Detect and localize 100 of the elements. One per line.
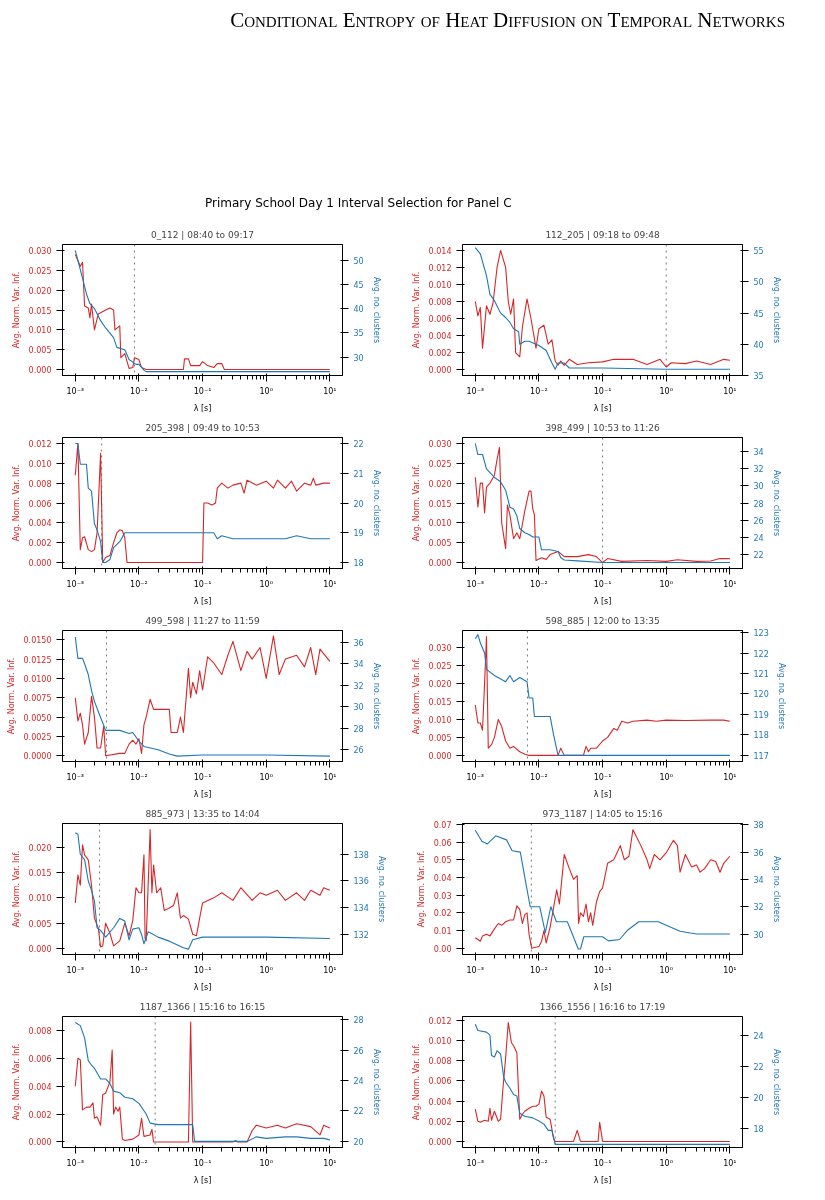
x-tick-label: 10⁻³	[466, 965, 485, 975]
y-tick-label: 0.030	[28, 246, 52, 256]
y-tick-label: 0.020	[28, 843, 52, 853]
x-tick-label: 10¹	[723, 579, 737, 589]
y2-tick-label: 20	[353, 1137, 364, 1147]
x-tick-label: 10⁻¹	[193, 1158, 212, 1168]
x-tick-label: 10⁻³	[466, 579, 485, 589]
x-tick-label: 10⁰	[659, 1158, 673, 1168]
y2-tick-label: 30	[753, 482, 764, 492]
y2-tick-label: 122	[753, 649, 769, 659]
text: Conditional Entropy of Heat Diffusion on Temporal Networks	[230, 7, 785, 34]
chart-title: 973_1187 | 14:05 to 15:16	[542, 808, 663, 819]
x-axis-title: λ [s]	[593, 596, 612, 606]
y2-tick-label: 22	[753, 550, 764, 560]
y-tick-label: 0.006	[28, 499, 52, 509]
x-axis-title: λ [s]	[193, 789, 212, 799]
y-axis-title: Avg. Norm. Var. Inf.	[411, 271, 421, 349]
y2-tick-label: 24	[353, 1076, 364, 1086]
x-tick-label: 10⁻²	[130, 965, 148, 975]
y2-tick-label: 134	[353, 904, 369, 914]
y2-tick-label: 36	[353, 638, 364, 648]
y2-tick-label: 36	[753, 848, 764, 858]
x-tick-label: 10¹	[323, 772, 337, 782]
y-axis-title: Avg. Norm. Var. Inf.	[11, 464, 21, 542]
y-axis-title: Avg. Norm. Var. Inf.	[11, 1043, 21, 1121]
y-tick-label: 0.008	[428, 1057, 452, 1067]
x-tick-label: 10⁻¹	[193, 579, 212, 589]
y-tick-label: 0.06	[433, 838, 452, 848]
y2-tick-label: 138	[353, 850, 369, 860]
y-tick-label: 0.000	[28, 366, 52, 376]
y-axis-title: Avg. Norm. Var. Inf.	[411, 464, 421, 542]
x-tick-label: 10⁻²	[130, 772, 148, 782]
y2-tick-label: 35	[353, 329, 364, 339]
x-axis-title: λ [s]	[593, 789, 612, 799]
y-tick-label: 0.006	[28, 1054, 52, 1064]
y-tick-label: 0.07	[433, 820, 452, 830]
y-tick-label: 0.01	[433, 927, 452, 937]
x-tick-label: 10⁰	[259, 1158, 273, 1168]
x-axis-title: λ [s]	[193, 982, 212, 992]
y-tick-label: 0.012	[28, 439, 52, 449]
x-axis-title: λ [s]	[193, 403, 212, 413]
x-tick-label: 10⁻¹	[593, 772, 612, 782]
y2-axis-title: Avg. no. clusters	[771, 469, 781, 537]
x-tick-label: 10⁻²	[530, 965, 548, 975]
x-tick-label: 10⁰	[659, 579, 673, 589]
x-tick-label: 10⁻³	[466, 386, 485, 396]
x-tick-label: 10⁰	[659, 386, 673, 396]
x-tick-label: 10⁻³	[466, 1158, 485, 1168]
y2-tick-label: 119	[753, 710, 769, 720]
y2-tick-label: 32	[753, 903, 764, 913]
y2-tick-label: 22	[753, 1062, 764, 1072]
y2-tick-label: 34	[753, 448, 764, 458]
y-tick-label: 0.010	[428, 715, 452, 725]
y2-tick-label: 50	[753, 278, 764, 288]
y-tick-label: 0.0075	[23, 694, 52, 704]
y2-tick-label: 22	[353, 1107, 364, 1117]
x-tick-label: 10⁻²	[530, 772, 548, 782]
x-tick-label: 10⁰	[259, 386, 273, 396]
y2-tick-label: 26	[753, 516, 764, 526]
y-tick-label: 0.008	[428, 297, 452, 307]
x-tick-label: 10⁻²	[530, 579, 548, 589]
y-tick-label: 0.005	[428, 733, 452, 743]
y2-axis-title: Avg. no. clusters	[371, 469, 381, 537]
x-tick-label: 10¹	[323, 386, 337, 396]
y2-tick-label: 19	[353, 529, 364, 539]
y2-tick-label: 18	[353, 559, 364, 569]
y-tick-label: 0.030	[428, 439, 452, 449]
y2-tick-label: 121	[753, 669, 769, 679]
y-tick-label: 0.0000	[23, 752, 52, 762]
y2-axis-title: Avg. no. clusters	[771, 855, 781, 923]
y-tick-label: 0.002	[428, 1117, 452, 1127]
y2-tick-label: 35	[753, 372, 764, 381]
x-tick-label: 10⁻²	[530, 1158, 548, 1168]
x-tick-label: 10⁻¹	[193, 386, 212, 396]
text: Primary School Day 1 Interval Selection for Panel C	[205, 195, 512, 212]
y-axis-title: Avg. Norm. Var. Inf.	[11, 850, 21, 928]
x-axis-title: λ [s]	[193, 1175, 212, 1185]
y2-axis-title: Avg. no. clusters	[771, 276, 781, 344]
chart-title: 885_973 | 13:35 to 14:04	[145, 808, 260, 819]
y-tick-label: 0.010	[428, 519, 452, 529]
y2-tick-label: 123	[753, 629, 769, 639]
y-tick-label: 0.015	[428, 697, 452, 707]
x-tick-label: 10⁻³	[66, 965, 85, 975]
y2-tick-label: 24	[753, 1031, 764, 1041]
y-tick-label: 0.000	[428, 559, 452, 569]
y-tick-label: 0.010	[28, 326, 52, 336]
y-tick-label: 0.002	[428, 349, 452, 359]
y-tick-label: 0.0025	[23, 732, 52, 742]
x-tick-label: 10¹	[723, 1158, 737, 1168]
y2-tick-label: 40	[353, 305, 364, 315]
x-tick-label: 10¹	[723, 965, 737, 975]
y2-tick-label: 132	[353, 930, 369, 940]
y2-axis-title: Avg. no. clusters	[771, 1048, 781, 1116]
y-tick-label: 0.010	[28, 459, 52, 469]
y-tick-label: 0.0050	[23, 713, 52, 723]
y2-tick-label: 45	[353, 280, 364, 290]
y-tick-label: 0.020	[428, 479, 452, 489]
y-tick-label: 0.04	[433, 873, 452, 883]
y2-tick-label: 40	[753, 340, 764, 350]
y-axis-title: Avg. Norm. Var. Inf.	[416, 850, 426, 928]
